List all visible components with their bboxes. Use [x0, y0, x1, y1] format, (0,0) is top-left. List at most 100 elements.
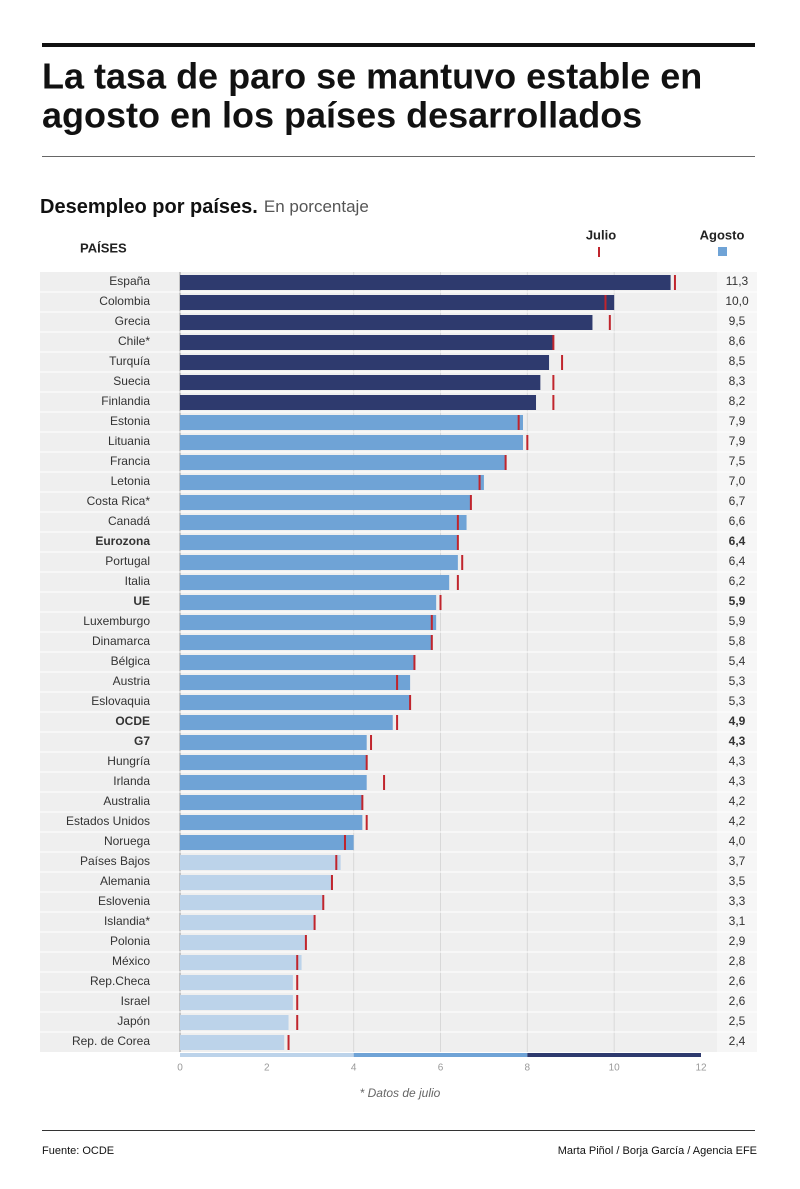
value-label: 4,3 — [729, 754, 746, 768]
bar — [180, 715, 393, 730]
july-marker — [504, 455, 507, 470]
bar — [180, 895, 324, 910]
category-label: Colombia — [99, 294, 150, 308]
bar — [180, 535, 458, 550]
bar — [180, 575, 450, 590]
july-marker — [343, 835, 346, 850]
category-label: Noruega — [104, 834, 150, 848]
july-marker — [287, 1035, 290, 1050]
category-label: Israel — [121, 994, 150, 1008]
category-label: Bélgica — [111, 654, 151, 668]
bar — [180, 595, 437, 610]
category-label: Irlanda — [113, 774, 150, 788]
category-label: Costa Rica* — [87, 494, 151, 508]
bar — [180, 915, 315, 930]
color-band — [353, 1053, 528, 1057]
legend-swatch — [598, 247, 600, 257]
footnote: * Datos de julio — [360, 1086, 441, 1100]
value-label: 7,0 — [729, 474, 746, 488]
legend-label: Agosto — [700, 227, 745, 242]
bar — [180, 335, 554, 350]
value-label: 4,0 — [729, 834, 746, 848]
value-label: 10,0 — [725, 294, 749, 308]
value-label: 3,1 — [729, 914, 746, 928]
category-label: Eslovaquia — [91, 694, 150, 708]
value-label: 5,4 — [729, 654, 746, 668]
value-label: 2,6 — [729, 994, 746, 1008]
category-label: G7 — [134, 734, 150, 748]
bar — [180, 755, 367, 770]
category-header: PAÍSES — [80, 240, 127, 255]
july-marker — [313, 915, 316, 930]
category-label: UE — [133, 594, 150, 608]
july-marker — [561, 355, 564, 370]
value-label: 5,9 — [729, 594, 746, 608]
subtitle-text: Desempleo por países. — [40, 196, 258, 218]
bar — [180, 355, 550, 370]
value-label: 2,5 — [729, 1014, 746, 1028]
bar — [180, 275, 671, 290]
july-marker — [478, 475, 481, 490]
value-label: 6,4 — [729, 554, 746, 568]
july-marker — [673, 275, 676, 290]
bar — [180, 935, 306, 950]
category-label: Suecia — [113, 374, 150, 388]
bar — [180, 615, 437, 630]
july-marker — [552, 335, 555, 350]
july-marker — [552, 395, 555, 410]
july-marker — [430, 615, 433, 630]
x-tick-label: 0 — [177, 1063, 183, 1074]
category-label: Finlandia — [101, 394, 150, 408]
july-marker — [456, 515, 459, 530]
july-marker — [456, 535, 459, 550]
value-label: 2,4 — [729, 1034, 746, 1048]
category-label: Chile* — [118, 334, 150, 348]
july-marker — [409, 695, 412, 710]
july-marker — [461, 555, 464, 570]
bar — [180, 695, 411, 710]
bar — [180, 375, 541, 390]
title-rule — [42, 156, 755, 157]
value-label: 11,3 — [726, 274, 749, 288]
bar — [180, 555, 458, 570]
value-label: 4,2 — [729, 814, 746, 828]
value-label: 4,3 — [729, 774, 746, 788]
july-marker — [330, 875, 333, 890]
category-label: Países Bajos — [80, 854, 150, 868]
july-marker — [383, 775, 386, 790]
july-marker — [608, 315, 611, 330]
value-label: 9,5 — [729, 314, 746, 328]
july-marker — [469, 495, 472, 510]
color-band — [527, 1053, 701, 1057]
category-label: Estonia — [110, 414, 150, 428]
july-marker — [439, 595, 442, 610]
footer-rule — [42, 1130, 755, 1131]
category-label: Rep.Checa — [90, 974, 150, 988]
july-marker — [396, 715, 399, 730]
bar — [180, 655, 415, 670]
july-marker — [296, 975, 299, 990]
category-label: Eurozona — [95, 534, 150, 548]
value-label: 6,7 — [729, 494, 746, 508]
category-label: Canadá — [108, 514, 150, 528]
category-label: Francia — [110, 454, 150, 468]
category-label: Austria — [113, 674, 151, 688]
value-label: 2,8 — [729, 954, 746, 968]
bar — [180, 495, 471, 510]
chart-title: La tasa de paro se mantuvo estable en — [42, 56, 702, 97]
category-label: Alemania — [100, 874, 150, 888]
july-marker — [396, 675, 399, 690]
plot: España 11,3 Colombia 10,0 Grecia 9,5 Chile* 8,6… — [40, 272, 757, 1074]
x-tick-label: 6 — [438, 1063, 444, 1074]
july-marker — [296, 995, 299, 1010]
value-label: 5,8 — [729, 634, 746, 648]
bar — [180, 435, 523, 450]
category-label: Estados Unidos — [66, 814, 150, 828]
legend-label: Julio — [586, 227, 616, 242]
category-label: Eslovenia — [98, 894, 150, 908]
category-label: Islandia* — [104, 914, 150, 928]
value-label: 6,4 — [729, 534, 746, 548]
bar — [180, 975, 293, 990]
